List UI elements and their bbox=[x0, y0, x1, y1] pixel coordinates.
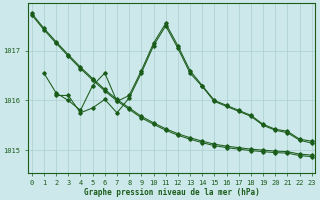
X-axis label: Graphe pression niveau de la mer (hPa): Graphe pression niveau de la mer (hPa) bbox=[84, 188, 260, 197]
